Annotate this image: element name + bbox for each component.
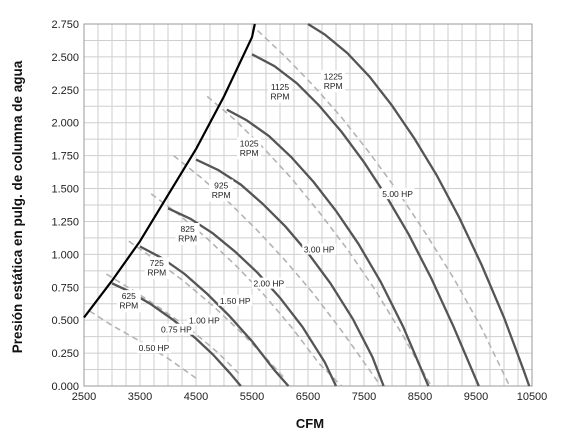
hp-label-background [302, 243, 337, 255]
rpm-label-background [321, 70, 346, 93]
rpm-label: RPM [178, 233, 197, 243]
y-tick-label: 0.000 [51, 381, 79, 393]
y-tick-label: 1.250 [51, 216, 79, 228]
x-tick-label: 6500 [296, 391, 320, 403]
hp-label-background [218, 294, 253, 306]
x-tick-label: 7500 [352, 391, 376, 403]
rpm-label-background [144, 257, 169, 280]
hp-curve [89, 310, 197, 379]
rpm-label: 1025 [240, 138, 259, 148]
y-axis-title: Presión estática en pulg. de columna de … [10, 60, 25, 353]
rpm-label: 625 [122, 291, 136, 301]
y-tick-label: 2.000 [51, 118, 79, 130]
rpm-curve [195, 158, 385, 387]
y-tick-label: 1.750 [51, 151, 79, 163]
hp-label: 3.00 HP [304, 244, 335, 254]
stall-curve [83, 23, 256, 319]
y-tick-label: 0.250 [51, 348, 79, 360]
stall-limit-line [83, 23, 256, 319]
hp-curve [173, 154, 382, 387]
y-tick-label: 2.500 [51, 52, 79, 64]
hp-label: 1.00 HP [189, 315, 220, 325]
hp-label-background [159, 323, 194, 335]
rpm-label: 1225 [324, 71, 343, 81]
y-tick-label: 1.000 [51, 249, 79, 261]
rpm-label-background [268, 80, 292, 103]
y-tick-label: 1.500 [51, 184, 79, 196]
y-tick-label: 2.250 [51, 85, 79, 97]
x-tick-label: 5500 [240, 391, 264, 403]
x-tick-label: 9500 [464, 391, 488, 403]
hp-curve [257, 30, 511, 387]
hp-curve [150, 193, 343, 387]
hp-label-background [187, 314, 222, 326]
y-tick-label: 0.500 [51, 315, 79, 327]
rpm-label-background [116, 290, 141, 313]
rpm-label-background [209, 179, 234, 202]
x-tick-label: 2500 [72, 391, 96, 403]
rpm-label: RPM [147, 268, 166, 278]
rpm-label: 725 [150, 258, 164, 268]
x-tick-label: 10500 [517, 391, 548, 403]
hp-label: 1.50 HP [220, 296, 251, 306]
hp-curve [206, 95, 432, 387]
x-tick-label: 3500 [128, 391, 152, 403]
x-axis-title: CFM [296, 416, 324, 431]
x-tick-label: 4500 [184, 391, 208, 403]
rpm-curve [226, 108, 430, 387]
curve-labels: 625RPM725RPM825RPM925RPM1025RPM1125RPM12… [116, 70, 415, 354]
rpm-curve [307, 23, 531, 387]
rpm-label: RPM [324, 81, 343, 91]
rpm-label-background [237, 137, 262, 160]
rpm-curve [251, 53, 480, 387]
x-tick-label: 8500 [408, 391, 432, 403]
horsepower-lines [89, 30, 511, 387]
hp-label: 2.00 HP [253, 279, 284, 289]
rpm-label: 1125 [271, 82, 290, 92]
hp-label: 0.50 HP [139, 343, 170, 353]
hp-curve [105, 273, 242, 377]
rpm-label: RPM [119, 301, 138, 311]
y-tick-label: 0.750 [51, 282, 79, 294]
hp-label: 0.75 HP [161, 325, 192, 335]
rpm-label: 825 [181, 224, 195, 234]
rpm-label: RPM [212, 190, 231, 200]
y-tick-label: 2.750 [51, 19, 79, 31]
rpm-label: RPM [240, 148, 259, 158]
grid [83, 23, 533, 387]
hp-label-background [251, 277, 286, 289]
rpm-label-background [175, 222, 200, 245]
hp-label-background [380, 188, 415, 200]
rpm-label: RPM [271, 91, 290, 101]
hp-label-background [137, 342, 171, 354]
hp-label: 5.00 HP [382, 189, 413, 199]
rpm-label: 925 [214, 181, 228, 191]
axes: 2500 3500 4500 5500 6500 7500 8500 9500 10500 0.0… [51, 19, 547, 403]
